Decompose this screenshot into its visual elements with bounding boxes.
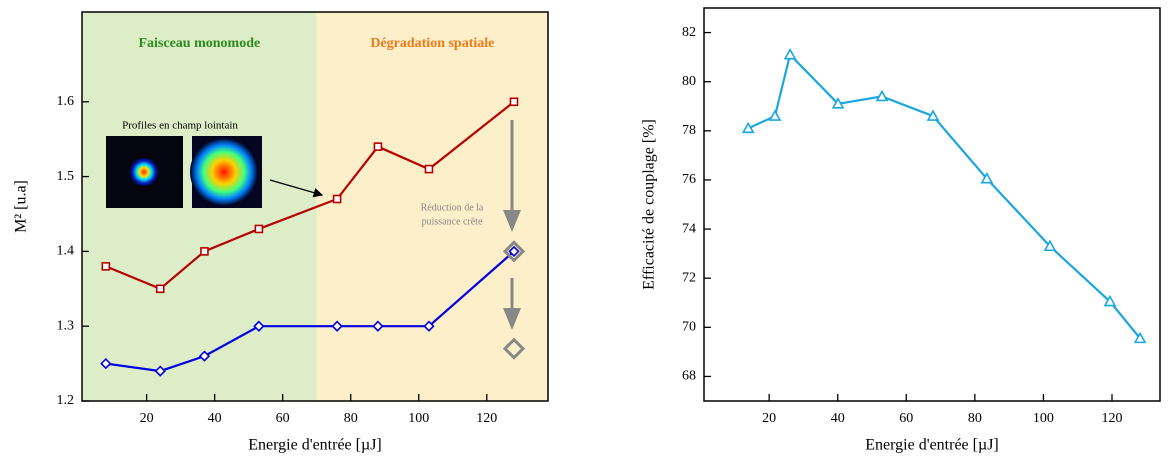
y-tick-label: 72 xyxy=(682,270,696,285)
marker xyxy=(373,142,383,151)
marker xyxy=(768,109,782,121)
marker xyxy=(831,97,845,109)
marker xyxy=(926,109,940,121)
annotation: Profiles en champ lointain xyxy=(122,120,238,132)
region xyxy=(316,12,548,401)
marker xyxy=(331,320,343,332)
x-axis-label: Energie d'entrée [µJ] xyxy=(248,437,382,454)
x-tick-label: 20 xyxy=(762,411,776,426)
arrow-head xyxy=(503,210,521,232)
marker xyxy=(980,172,994,184)
beam-profile xyxy=(129,157,159,187)
y-tick-label: 68 xyxy=(682,369,696,384)
y-axis-label: M² [u.a] xyxy=(13,180,30,233)
y-tick-label: 74 xyxy=(682,221,696,236)
y-tick-label: 1.3 xyxy=(57,318,75,333)
series-line xyxy=(747,52,1141,340)
y-tick-label: 1.5 xyxy=(57,169,75,184)
beam-profile xyxy=(190,138,258,206)
marker xyxy=(741,121,755,134)
x-tick-label: 100 xyxy=(408,411,429,426)
y-tick-label: 1.2 xyxy=(57,393,75,408)
marker xyxy=(424,164,434,174)
marker xyxy=(254,224,264,234)
x-tick-label: 80 xyxy=(344,411,358,426)
y-axis-label: Efficacité de couplage [%] xyxy=(641,119,658,290)
marker xyxy=(875,89,889,102)
region-label: Dégradation spatiale xyxy=(370,36,494,51)
x-axis-label: Energie d'entrée [µJ] xyxy=(865,437,999,454)
marker xyxy=(1043,239,1057,252)
series-line xyxy=(105,250,515,373)
marker xyxy=(423,320,435,332)
x-tick-label: 40 xyxy=(831,411,845,426)
x-tick-label: 120 xyxy=(476,411,497,426)
marker xyxy=(198,350,211,362)
marker xyxy=(372,320,384,332)
y-tick-label: 78 xyxy=(682,123,696,138)
marker xyxy=(502,240,526,263)
marker xyxy=(502,337,526,360)
pointer-arrow xyxy=(269,179,324,198)
marker xyxy=(100,357,112,370)
plot-frame xyxy=(703,7,1161,402)
x-tick-label: 20 xyxy=(140,411,154,426)
y-tick-label: 76 xyxy=(682,172,696,187)
inset-images xyxy=(106,120,521,330)
marker xyxy=(783,48,797,60)
region-label: Faisceau monomode xyxy=(138,36,260,51)
series-line xyxy=(105,100,515,291)
x-tick-label: 100 xyxy=(1033,411,1054,426)
x-tick-label: 60 xyxy=(899,411,913,426)
plots: Faisceau monomode Dégradation spatiale 20 4… xyxy=(13,7,1161,454)
marker xyxy=(1133,331,1147,344)
arrow-head xyxy=(503,308,521,330)
x-tick-label: 60 xyxy=(276,411,290,426)
marker xyxy=(101,262,111,271)
marker xyxy=(155,284,165,294)
marker xyxy=(154,365,166,377)
marker xyxy=(200,247,209,256)
annotation: Réduction de la xyxy=(421,202,484,213)
y-tick-label: 80 xyxy=(682,74,696,89)
marker xyxy=(253,320,265,332)
y-tick-label: 82 xyxy=(682,25,696,40)
y-tick-label: 1.6 xyxy=(57,94,75,109)
y-tick-label: 1.4 xyxy=(57,244,75,259)
plot-frame xyxy=(81,11,549,402)
annotation: puissance crête xyxy=(422,216,483,227)
marker xyxy=(332,194,342,204)
y-tick-label: 70 xyxy=(682,320,696,335)
marker xyxy=(1103,294,1117,307)
x-tick-label: 80 xyxy=(968,411,982,426)
x-tick-label: 40 xyxy=(208,411,222,426)
x-tick-label: 120 xyxy=(1102,411,1123,426)
marker xyxy=(508,245,520,258)
marker xyxy=(509,97,519,107)
